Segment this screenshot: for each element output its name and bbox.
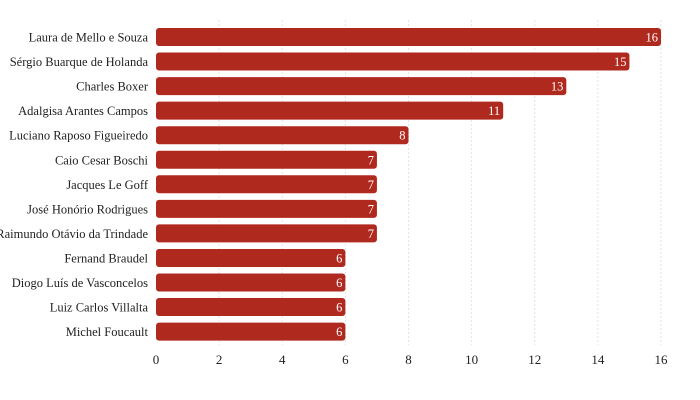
bar (156, 150, 377, 169)
bar-value-label: 7 (368, 227, 374, 241)
bar-value-label: 6 (336, 325, 342, 339)
bar-value-label: 16 (646, 31, 659, 45)
bar (156, 175, 377, 194)
x-tick-label: 10 (465, 352, 478, 367)
bar-value-label: 6 (336, 251, 342, 265)
x-tick-label: 16 (655, 352, 669, 367)
bar (156, 224, 377, 243)
category-label-layer: Laura de Mello e Souza Sérgio Buarque de … (0, 31, 149, 340)
x-tick-label: 14 (591, 352, 605, 367)
category-label: Caio Cesar Boschi (55, 153, 149, 167)
category-label: Diogo Luís de Vasconcelos (12, 276, 148, 290)
bar-value-label: 15 (614, 55, 627, 69)
bar (156, 77, 567, 96)
category-label: Jacques Le Goff (66, 178, 149, 192)
category-label: José Honório Rodrigues (27, 202, 148, 216)
bar (156, 28, 661, 46)
bar (156, 298, 346, 317)
x-tick-label-layer: 0 2 4 6 8 10 12 14 16 (153, 352, 668, 367)
category-label: Charles Boxer (76, 80, 149, 94)
bar (156, 52, 630, 71)
bar (156, 322, 346, 341)
bar (156, 199, 377, 218)
bar-layer: 16 15 13 11 8 7 7 7 7 6 6 6 6 (156, 28, 661, 341)
bar (156, 126, 409, 145)
category-label: Luciano Raposo Figueiredo (9, 129, 148, 143)
category-label: Laura de Mello e Souza (29, 31, 149, 45)
category-label: Sérgio Buarque de Holanda (10, 55, 149, 69)
x-tick-label: 8 (405, 352, 412, 367)
bar-value-label: 6 (336, 276, 342, 290)
bar-value-label: 11 (488, 104, 500, 118)
bar-value-label: 6 (336, 301, 342, 315)
bar (156, 101, 504, 120)
x-tick-label: 0 (153, 352, 160, 367)
bar-value-label: 8 (399, 129, 405, 143)
category-label: Fernand Braudel (64, 251, 148, 265)
bar (156, 248, 346, 267)
x-tick-label: 12 (528, 352, 541, 367)
category-label: Luiz Carlos Villalta (50, 301, 149, 315)
category-label: Michel Foucault (66, 325, 149, 339)
bar-value-label: 7 (368, 178, 374, 192)
x-tick-label: 2 (216, 352, 223, 367)
category-label: Adalgisa Arantes Campos (18, 104, 148, 118)
category-label: Raimundo Otávio da Trindade (0, 227, 148, 241)
bar (156, 273, 346, 292)
bar-value-label: 13 (551, 80, 564, 94)
bar-value-label: 7 (368, 202, 374, 216)
x-tick-label: 4 (279, 352, 286, 367)
bar-value-label: 7 (368, 153, 374, 167)
x-tick-label: 6 (342, 352, 349, 367)
